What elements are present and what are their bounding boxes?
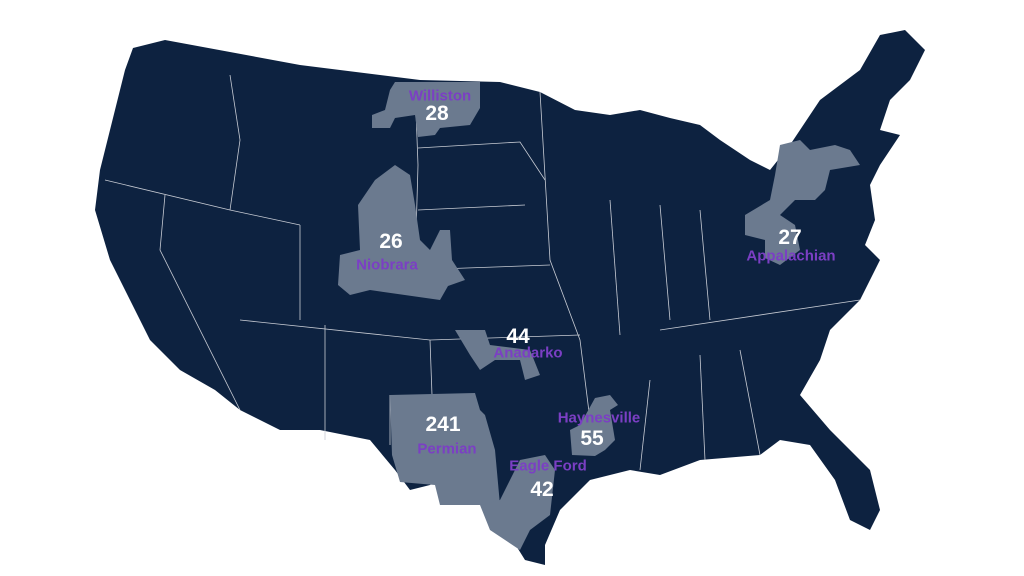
region-value-haynesville: 55 <box>580 427 604 450</box>
region-appalachian[interactable] <box>745 140 860 265</box>
region-name-permian: Permian <box>417 440 477 458</box>
region-value-eagle-ford: 42 <box>530 478 554 501</box>
region-anadarko[interactable] <box>455 330 540 380</box>
region-value-niobrara: 26 <box>379 230 403 253</box>
us-land <box>95 30 925 565</box>
region-name-appalachian: Appalachian <box>746 247 836 265</box>
region-eagle-ford[interactable] <box>480 455 555 550</box>
region-williston[interactable] <box>372 82 480 137</box>
region-haynesville[interactable] <box>570 395 618 456</box>
region-name-niobrara: Niobrara <box>356 256 418 274</box>
basin-regions <box>338 82 860 550</box>
region-name-eagle-ford: Eagle Ford <box>509 457 587 475</box>
region-value-anadarko: 44 <box>506 325 530 348</box>
region-name-williston: Williston <box>408 87 472 105</box>
region-permian[interactable] <box>390 393 500 505</box>
region-value-williston: 28 <box>425 102 449 125</box>
region-name-haynesville: Haynesville <box>557 409 641 427</box>
region-value-permian: 241 <box>425 413 461 436</box>
region-name-anadarko: Anadarko <box>493 344 563 362</box>
region-niobrara[interactable] <box>338 165 465 300</box>
region-value-appalachian: 27 <box>778 226 802 249</box>
